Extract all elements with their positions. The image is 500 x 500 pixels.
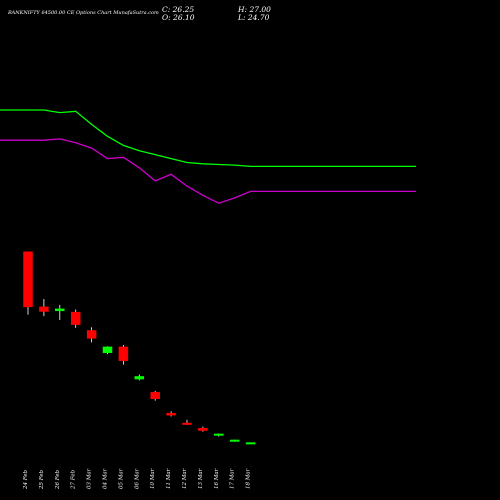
x-tick-label: 18 Mar (246, 468, 252, 489)
x-tick-label: 04 Mar (103, 468, 109, 489)
x-tick-label: 16 Mar (214, 468, 220, 489)
open-price-label: O: 26.10 (162, 13, 195, 22)
candle-body (118, 346, 129, 361)
candle-13-mar (198, 426, 208, 432)
x-tick-label: 12 Mar (182, 468, 188, 489)
candle-body (150, 391, 160, 399)
x-tick-label: 27 Feb (71, 469, 77, 490)
candle-05-mar (118, 344, 129, 365)
x-tick-label: 24 Feb (23, 469, 29, 490)
chart-title: BANKNIFTY 64500.00 CE Options Chart Muna… (8, 10, 159, 16)
low-price-label: L: 24.70 (238, 13, 270, 22)
candle-18-mar (245, 442, 256, 445)
candle-10-mar (150, 390, 160, 401)
x-tick-label: 17 Mar (230, 468, 236, 489)
candle-body (55, 308, 65, 312)
candle-24-feb (23, 251, 33, 315)
candle-03-mar (86, 327, 97, 343)
candle-body (23, 251, 33, 308)
high-price-label: H: 27.00 (238, 5, 271, 14)
x-tick-label: 10 Mar (150, 468, 156, 489)
candle-04-mar (102, 346, 113, 355)
candle-27-feb (70, 309, 81, 328)
candle-body (70, 311, 81, 325)
x-tick-label: 05 Mar (118, 468, 124, 489)
candle-body (86, 330, 97, 339)
candle-body (214, 433, 224, 436)
candle-body (39, 306, 49, 312)
candle-body (102, 346, 113, 354)
candle-body (182, 422, 192, 425)
candle-12-mar (182, 419, 192, 425)
candle-body (245, 442, 256, 445)
candle-26-feb (55, 304, 65, 320)
x-tick-label: 11 Mar (166, 468, 172, 489)
candle-25-feb (39, 299, 49, 317)
candle-body (198, 428, 208, 431)
x-tick-label: 26 Feb (55, 469, 61, 490)
x-tick-label: 06 Mar (134, 468, 140, 489)
candle-16-mar (214, 433, 224, 437)
x-tick-label: 25 Feb (39, 469, 45, 490)
candle-11-mar (166, 411, 176, 417)
x-tick-label: 03 Mar (87, 468, 93, 489)
candle-body (166, 412, 176, 416)
candle-body (229, 439, 240, 442)
x-tick-label: 13 Mar (198, 468, 204, 489)
close-price-label: C: 26.25 (162, 5, 195, 14)
moving-average-line-2 (0, 138, 416, 204)
candle-17-mar (229, 439, 240, 442)
candle-body (134, 376, 145, 380)
candle-06-mar (134, 374, 145, 381)
moving-average-line-1 (0, 109, 416, 168)
